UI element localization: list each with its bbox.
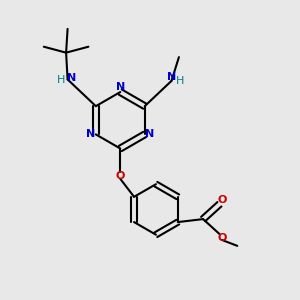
Text: O: O <box>218 195 227 205</box>
Text: O: O <box>116 172 125 182</box>
Text: H: H <box>176 76 184 86</box>
Text: N: N <box>116 82 125 92</box>
Text: O: O <box>218 233 227 243</box>
Text: H: H <box>57 75 65 85</box>
Text: N: N <box>67 73 76 83</box>
Text: N: N <box>145 129 154 140</box>
Text: N: N <box>167 72 176 82</box>
Text: N: N <box>86 129 96 140</box>
